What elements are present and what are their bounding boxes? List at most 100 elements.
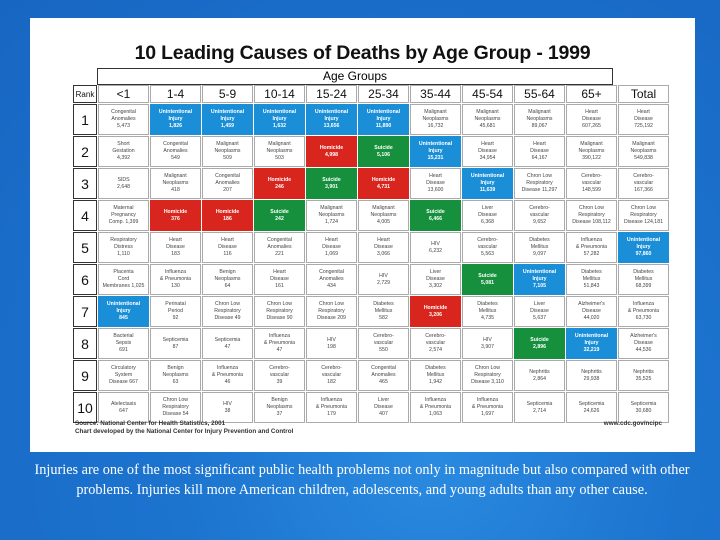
cause-cell: Cerebro- vascular 550 (358, 328, 409, 359)
table-row: 7 Unintentional Injury 845 Perinatal Perio… (73, 296, 669, 327)
cause-cell: Cerebro- vascular 5,563 (462, 232, 513, 263)
cause-cell: Unintentional Injury 1,826 (150, 104, 201, 135)
cause-cell: Influenza & Pneumonia 63,730 (618, 296, 669, 327)
column-header: 25-34 (358, 85, 409, 103)
cause-cell: Chron Low Respiratory Disease 90 (254, 296, 305, 327)
cause-cell: Heart Disease 3,066 (358, 232, 409, 263)
cause-cell: Benign Neoplasms 63 (150, 360, 201, 391)
cause-cell: Unintentional Injury 97,860 (618, 232, 669, 263)
cause-cell: SIDS 2,648 (98, 168, 149, 199)
cause-cell: Diabetes Mellitus 4,735 (462, 296, 513, 327)
cause-cell: Septicemia 30,680 (618, 392, 669, 423)
cause-cell: Septicemia 87 (150, 328, 201, 359)
column-header: Total (618, 85, 669, 103)
cause-cell: Liver Disease 5,637 (514, 296, 565, 327)
cause-cell: Influenza & Pneumonia 1,697 (462, 392, 513, 423)
cause-cell: Suicide 5,106 (358, 136, 409, 167)
column-header: 1-4 (150, 85, 201, 103)
column-header: 45-54 (462, 85, 513, 103)
cause-cell: Homicide 4,731 (358, 168, 409, 199)
column-header: 15-24 (306, 85, 357, 103)
rank-cell: 1 (73, 104, 97, 135)
cause-cell: Diabetes Mellitus 68,399 (618, 264, 669, 295)
table-row: 1 Congenital Anomalies 5,473 Unintentional… (73, 104, 669, 135)
cause-cell: Unintentional Injury 13,656 (306, 104, 357, 135)
cause-cell: Liver Disease 407 (358, 392, 409, 423)
cause-cell: Diabetes Mellitus 9,097 (514, 232, 565, 263)
cause-cell: Chron Low Respiratory Disease 3,110 (462, 360, 513, 391)
cause-cell: Unintentional Injury 1,632 (254, 104, 305, 135)
cause-cell: Influenza & Pneumonia 57,282 (566, 232, 617, 263)
column-header: 55-64 (514, 85, 565, 103)
cause-cell: Chron Low Respiratory Disease 108,112 (566, 200, 617, 231)
cause-cell: Homicide 3,206 (410, 296, 461, 327)
cause-cell: Diabetes Mellitus 51,843 (566, 264, 617, 295)
cause-cell: Heart Disease 183 (150, 232, 201, 263)
cause-cell: Nephritis 2,864 (514, 360, 565, 391)
cause-cell: Unintentional Injury 11,639 (462, 168, 513, 199)
rank-cell: 7 (73, 296, 97, 327)
cause-cell: Suicide 242 (254, 200, 305, 231)
rank-cell: 6 (73, 264, 97, 295)
cause-cell: Heart Disease 13,600 (410, 168, 461, 199)
cause-cell: Congenital Anomalies 5,473 (98, 104, 149, 135)
cause-cell: Unintentional Injury 32,219 (566, 328, 617, 359)
cause-cell: Homicide 186 (202, 200, 253, 231)
cause-cell: Malignant Neoplasms 89,067 (514, 104, 565, 135)
cause-cell: Heart Disease 116 (202, 232, 253, 263)
cause-cell: Suicide 6,466 (410, 200, 461, 231)
cause-cell: Unintentional Injury 11,890 (358, 104, 409, 135)
cause-cell: Malignant Neoplasms 16,732 (410, 104, 461, 135)
cause-cell: Liver Disease 6,368 (462, 200, 513, 231)
cause-cell: HIV 3,907 (462, 328, 513, 359)
cause-cell: Septicemia 2,714 (514, 392, 565, 423)
source-url: www.cdc.gov/ncipc (603, 420, 662, 427)
cause-cell: Suicide 5,081 (462, 264, 513, 295)
cause-cell: Cerebro- vascular 148,599 (566, 168, 617, 199)
cause-cell: Chron Low Respiratory Disease 49 (202, 296, 253, 327)
cause-cell: HIV 6,232 (410, 232, 461, 263)
cause-cell: Homicide 376 (150, 200, 201, 231)
cause-cell: Malignant Neoplasms 418 (150, 168, 201, 199)
cause-cell: Influenza & Pneumonia 46 (202, 360, 253, 391)
cause-cell: Placenta Cord Membranes 1,025 (98, 264, 149, 295)
chart-title: 10 Leading Causes of Deaths by Age Group… (134, 42, 591, 64)
cause-cell: HIV 198 (306, 328, 357, 359)
table-row: 10 Atelectasis 647 Chron Low Respiratory D… (73, 392, 669, 423)
cause-cell: Cerebro- vascular 39 (254, 360, 305, 391)
cause-cell: Maternal Pregnancy Comp. 1,399 (98, 200, 149, 231)
cause-cell: Unintentional Injury 845 (98, 296, 149, 327)
cause-cell: Heart Disease 161 (254, 264, 305, 295)
rank-cell: 9 (73, 360, 97, 391)
table-row: 5 Respiratory Distress 1,110 Heart Disease… (73, 232, 669, 263)
chart-panel: 10 Leading Causes of Deaths by Age Group… (30, 18, 695, 452)
column-header: <1 (98, 85, 149, 103)
source-line: Source: National Center for Health Stati… (75, 420, 226, 427)
cause-cell: Malignant Neoplasms 509 (202, 136, 253, 167)
cause-cell: Diabetes Mellitus 582 (358, 296, 409, 327)
cause-cell: Respiratory Distress 1,110 (98, 232, 149, 263)
table-row: 3 SIDS 2,648 Malignant Neoplasms 418 Congen… (73, 168, 669, 199)
cause-cell: Chron Low Respiratory Disease 124,181 (618, 200, 669, 231)
cause-cell: Homicide 246 (254, 168, 305, 199)
cause-cell: Suicide 2,896 (514, 328, 565, 359)
cause-cell: Bacterial Sepsis 691 (98, 328, 149, 359)
cause-cell: Liver Disease 3,302 (410, 264, 461, 295)
column-header: 35-44 (410, 85, 461, 103)
source-note: Source: National Center for Health Stati… (75, 420, 293, 435)
cause-cell: Benign Neoplasms 64 (202, 264, 253, 295)
cause-cell: Congenital Anomalies 221 (254, 232, 305, 263)
cause-cell: Congenital Anomalies 434 (306, 264, 357, 295)
cause-cell: Nephritis 35,525 (618, 360, 669, 391)
cause-cell: Malignant Neoplasms 4,005 (358, 200, 409, 231)
cause-cell: Heart Disease 34,954 (462, 136, 513, 167)
cause-cell: Chron Low Respiratory Disease 209 (306, 296, 357, 327)
cause-cell: Congenital Anomalies 207 (202, 168, 253, 199)
cause-cell: Circulatory System Disease 667 (98, 360, 149, 391)
cause-cell: Septicemia 47 (202, 328, 253, 359)
cause-cell: Cerebro- vascular 9,652 (514, 200, 565, 231)
cause-cell: Influenza & Pneumonia 1,063 (410, 392, 461, 423)
age-groups-header: Age Groups (97, 68, 613, 85)
cause-cell: Congenital Anomalies 465 (358, 360, 409, 391)
cause-cell: Alzheimer's Disease 44,536 (618, 328, 669, 359)
